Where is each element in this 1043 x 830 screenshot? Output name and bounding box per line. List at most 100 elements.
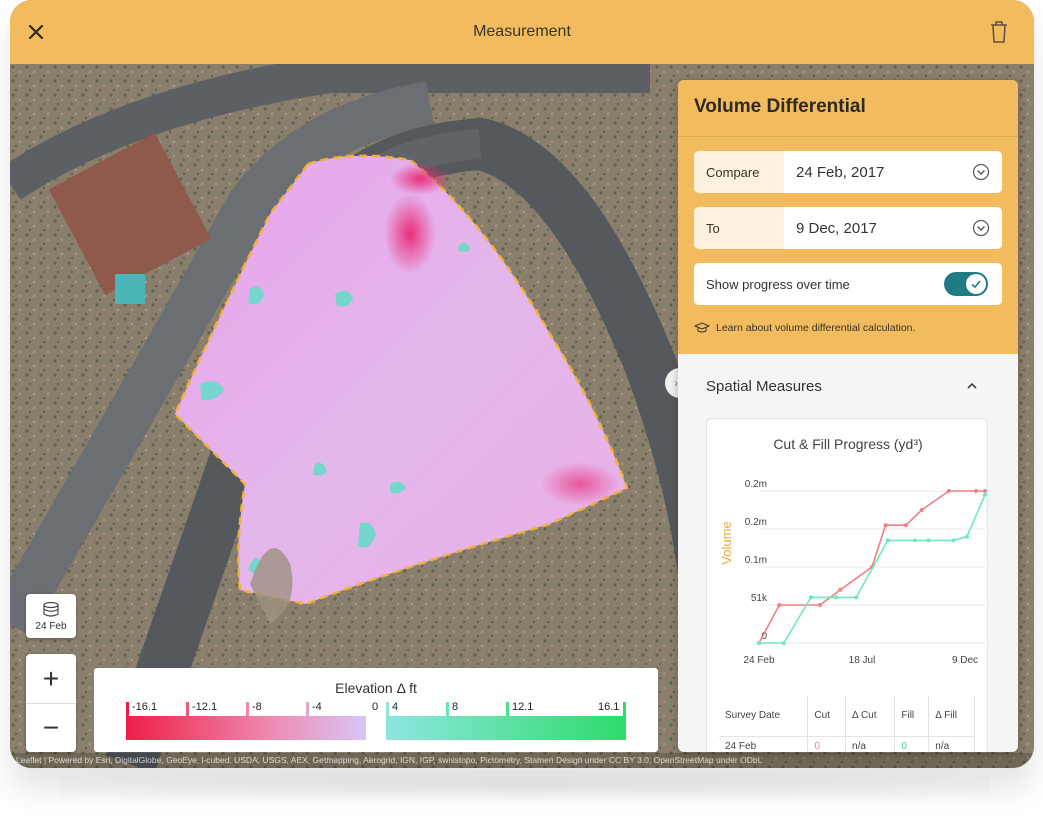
legend-tick-label: 8	[452, 701, 459, 713]
chevron-down-icon	[972, 163, 990, 181]
toggle-knob	[966, 274, 986, 294]
chart-point	[919, 508, 924, 512]
legend-tick-label: -12.1	[192, 701, 218, 713]
chart-x-tick-label: 9 Dec	[952, 655, 978, 666]
legend-tick-mark	[386, 702, 389, 716]
progress-toggle-row: Show progress over time	[694, 263, 1002, 305]
map-attribution: Leaflet | Powered by Esri, DigitalGlobe,…	[10, 753, 1034, 768]
chart-y-tick-label: 51k	[751, 593, 768, 604]
page-title: Measurement	[473, 23, 571, 40]
chart-point	[777, 603, 782, 607]
chart-point	[818, 603, 823, 607]
table-cell: n/a	[928, 736, 975, 752]
chart-point	[833, 595, 838, 600]
legend-title: Elevation Δ ft	[335, 680, 417, 696]
legend-tick-label: 16.1	[598, 701, 620, 713]
chart-y-tick-label: 0.2m	[745, 479, 767, 490]
table-cell: 0	[807, 736, 847, 752]
progress-toggle-label: Show progress over time	[706, 276, 850, 292]
compare-label: Compare	[694, 151, 784, 193]
layers-icon	[43, 601, 59, 617]
table-cell: 0	[894, 736, 930, 752]
legend-tick-mark	[306, 702, 309, 716]
check-icon	[971, 280, 981, 289]
table-cell: n/a	[845, 736, 896, 752]
chart-title: Cut & Fill Progress (yd³)	[773, 436, 922, 452]
chart-point	[808, 595, 813, 600]
progress-toggle[interactable]	[944, 272, 988, 296]
spatial-measures-section: Spatial Measures Cut & Fill Progress (yd…	[678, 366, 1018, 752]
device-shadow	[60, 770, 990, 800]
layer-date-label: 24 Feb	[35, 620, 67, 632]
chart-point	[926, 538, 931, 543]
legend-tick-mark	[623, 702, 626, 716]
close-icon[interactable]	[24, 20, 48, 44]
chevron-down-icon	[972, 219, 990, 237]
legend-tick-label: 12.1	[512, 701, 534, 713]
legend-tick-label: 0	[372, 701, 379, 713]
trash-icon[interactable]	[988, 19, 1010, 45]
table-row: 24 Feb 0 n/a 0 n/a	[719, 736, 975, 752]
graduation-cap-icon	[694, 322, 710, 333]
compare-select[interactable]: Compare 24 Feb, 2017	[694, 151, 1002, 193]
chart-series-line	[759, 494, 986, 644]
table-header: Δ Fill	[928, 696, 975, 737]
table-header: Fill	[894, 696, 930, 737]
legend-tick-mark	[246, 702, 249, 716]
chart-point	[883, 523, 888, 528]
zoom-controls: + −	[26, 654, 76, 752]
app-window: Measurement	[10, 0, 1034, 768]
legend-tick-mark	[446, 702, 449, 716]
panel-title: Volume Differential	[694, 96, 866, 117]
legend-cut-bar	[126, 716, 366, 740]
chart-point	[973, 489, 978, 493]
table-cell: 24 Feb	[719, 736, 809, 752]
chart-svg: Cut & Fill Progress (yd³) Volume 0 51k 0.1m 0…	[719, 436, 987, 666]
panel-divider	[678, 136, 1018, 137]
chart-ylabel: Volume	[719, 521, 734, 564]
legend-tick-label: -4	[312, 701, 322, 713]
volume-differential-panel: Volume Differential Compare 24 Feb, 2017…	[678, 80, 1018, 752]
compare-value: 24 Feb, 2017	[796, 163, 885, 181]
chart-point	[946, 489, 951, 493]
chart-point	[964, 534, 969, 539]
table-header: Survey Date	[719, 696, 809, 737]
legend-tick-label: 4	[392, 701, 399, 713]
spatial-measures-header[interactable]: Spatial Measures	[678, 366, 1018, 406]
chart-point	[983, 489, 987, 493]
panel-header: Volume Differential Compare 24 Feb, 2017…	[678, 80, 1018, 354]
zoom-out-button[interactable]: −	[26, 703, 76, 752]
chevron-up-icon	[967, 382, 977, 389]
chart-x-tick-label: 18 Jul	[849, 655, 876, 666]
chart-point	[757, 641, 761, 645]
chart-y-tick-label: 0.2m	[745, 517, 767, 528]
table-header: Cut	[807, 696, 847, 737]
chart-point	[885, 538, 890, 543]
chart-x-tick-label: 24 Feb	[743, 655, 775, 666]
section-title: Spatial Measures	[706, 377, 822, 395]
header-bar: Measurement	[10, 0, 1034, 64]
legend-tick-mark	[506, 702, 509, 716]
table-header: Δ Cut	[845, 696, 896, 737]
chart-point	[781, 641, 786, 645]
to-select[interactable]: To 9 Dec, 2017	[694, 207, 1002, 249]
chart-point	[838, 587, 843, 592]
layer-date-button[interactable]: 24 Feb	[26, 594, 76, 638]
chart-point	[854, 595, 859, 600]
to-label: To	[694, 207, 784, 249]
legend-tick-label: -8	[252, 701, 262, 713]
chart-y-tick-label: 0.1m	[745, 555, 767, 566]
to-value: 9 Dec, 2017	[796, 219, 877, 237]
elevation-legend: Elevation Δ ft -16.1 -12.1 -8 -4 0 4 8 12.1 16.1	[94, 668, 658, 752]
chart-point	[983, 492, 987, 497]
legend-tick-label: -16.1	[132, 701, 158, 713]
chart-point	[951, 538, 956, 543]
chart-point	[903, 523, 908, 528]
chart-y-tick-label: 0	[761, 631, 767, 642]
learn-link[interactable]: Learn about volume differential calculat…	[694, 322, 915, 334]
legend-tick-mark	[186, 702, 189, 716]
legend-tick-mark	[126, 702, 129, 716]
zoom-in-button[interactable]: +	[42, 662, 60, 694]
legend-fill-bar	[386, 716, 626, 740]
chart-point	[912, 538, 917, 543]
